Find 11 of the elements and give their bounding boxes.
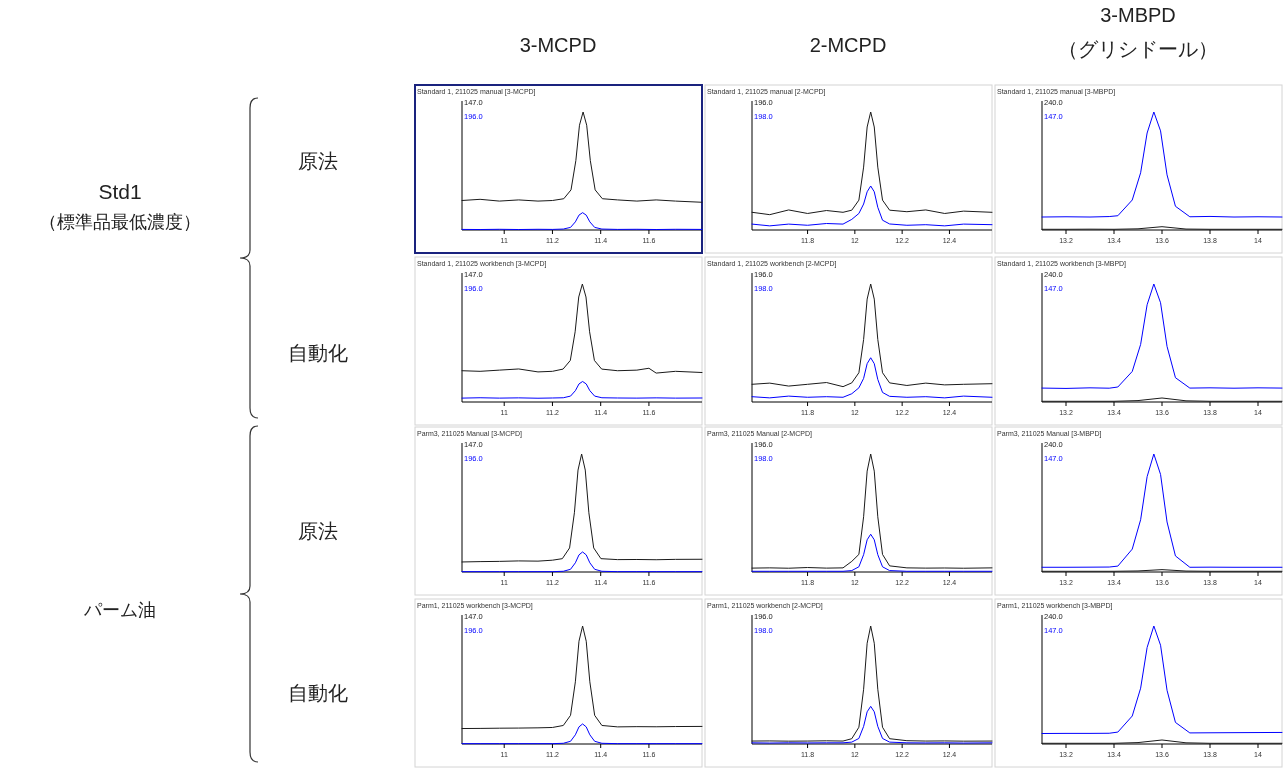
text: 2-MCPD [809, 34, 887, 56]
text: 3-MBPD [1100, 4, 1176, 26]
text: 3-MCPD [519, 34, 597, 56]
text: 自動化 [288, 342, 348, 364]
text: Std1 [98, 180, 142, 203]
text: （グリシドール） [1058, 38, 1218, 60]
text: 自動化 [288, 682, 348, 704]
text: 原法 [298, 520, 338, 542]
text: 原法 [298, 150, 338, 172]
text: （標準品最低濃度） [39, 212, 201, 232]
text: パーム油 [83, 600, 156, 620]
